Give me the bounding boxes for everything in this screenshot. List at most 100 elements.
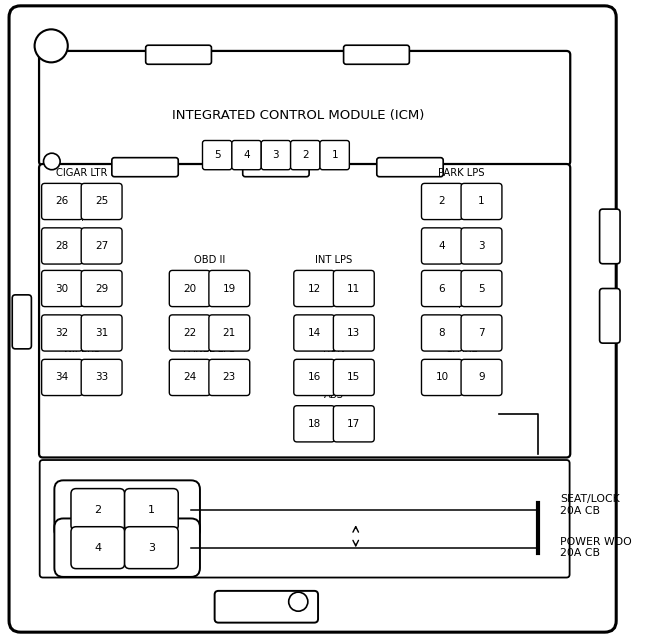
Text: A/C: A/C [453, 299, 470, 309]
FancyBboxPatch shape [125, 489, 178, 531]
FancyBboxPatch shape [461, 359, 502, 396]
Text: 25: 25 [95, 197, 109, 207]
Text: ACC: ACC [72, 299, 92, 309]
Text: SPARE: SPARE [194, 299, 226, 309]
FancyBboxPatch shape [146, 45, 211, 64]
FancyBboxPatch shape [461, 183, 502, 219]
FancyBboxPatch shape [461, 271, 502, 307]
Text: POWER WDO
20A CB: POWER WDO 20A CB [560, 537, 632, 558]
FancyBboxPatch shape [169, 315, 210, 351]
Text: 34: 34 [55, 373, 69, 382]
Text: 16: 16 [307, 373, 321, 382]
Text: TURN SIG: TURN SIG [310, 299, 358, 309]
Text: 4: 4 [243, 150, 250, 160]
Text: 29: 29 [95, 283, 109, 293]
FancyBboxPatch shape [55, 480, 200, 538]
Text: 5: 5 [214, 150, 220, 160]
FancyBboxPatch shape [333, 315, 374, 351]
Text: 13: 13 [347, 328, 361, 338]
FancyBboxPatch shape [461, 228, 502, 264]
Text: ABS: ABS [324, 390, 344, 400]
FancyBboxPatch shape [42, 271, 83, 307]
FancyBboxPatch shape [599, 209, 620, 263]
FancyBboxPatch shape [242, 158, 309, 177]
FancyBboxPatch shape [42, 183, 83, 219]
Text: 6: 6 [439, 283, 445, 293]
FancyBboxPatch shape [125, 527, 178, 568]
Circle shape [34, 29, 68, 63]
Text: 5: 5 [478, 283, 485, 293]
Text: 9: 9 [478, 373, 485, 382]
Text: 17: 17 [347, 419, 361, 429]
FancyBboxPatch shape [209, 359, 250, 396]
FancyBboxPatch shape [344, 45, 410, 64]
Text: INTEGRATED CONTROL MODULE (ICM): INTEGRATED CONTROL MODULE (ICM) [172, 109, 424, 122]
Text: 22: 22 [183, 328, 196, 338]
Text: 2: 2 [302, 150, 309, 160]
FancyBboxPatch shape [39, 51, 570, 165]
Text: 14: 14 [307, 328, 321, 338]
Text: SPARE: SPARE [446, 255, 478, 265]
FancyBboxPatch shape [377, 158, 443, 177]
Text: 20: 20 [183, 283, 196, 293]
FancyBboxPatch shape [421, 228, 462, 264]
FancyBboxPatch shape [421, 315, 462, 351]
Text: OBD II: OBD II [194, 255, 225, 265]
Text: 4: 4 [94, 543, 101, 553]
Text: 10: 10 [436, 373, 448, 382]
Text: 3: 3 [478, 241, 485, 251]
Text: 1: 1 [148, 505, 155, 515]
Text: 31: 31 [95, 328, 109, 338]
Text: 3: 3 [272, 150, 280, 160]
FancyBboxPatch shape [209, 271, 250, 307]
FancyBboxPatch shape [40, 460, 569, 577]
Text: 32: 32 [55, 328, 69, 338]
Text: PANEL LPS: PANEL LPS [183, 344, 236, 354]
FancyBboxPatch shape [169, 271, 210, 307]
Text: 18: 18 [307, 419, 321, 429]
Text: 24: 24 [183, 373, 196, 382]
FancyBboxPatch shape [333, 359, 374, 396]
FancyBboxPatch shape [12, 295, 31, 349]
FancyBboxPatch shape [71, 527, 125, 568]
FancyBboxPatch shape [261, 140, 291, 170]
FancyBboxPatch shape [9, 6, 616, 632]
FancyBboxPatch shape [421, 359, 462, 396]
Text: PARK LPS: PARK LPS [439, 168, 485, 178]
Text: 28: 28 [55, 241, 69, 251]
FancyBboxPatch shape [112, 158, 178, 177]
Text: 4: 4 [439, 241, 445, 251]
FancyBboxPatch shape [81, 183, 122, 219]
Text: CIGAR LTR: CIGAR LTR [56, 168, 107, 178]
Text: 11: 11 [347, 283, 361, 293]
FancyBboxPatch shape [169, 359, 210, 396]
FancyBboxPatch shape [320, 140, 349, 170]
Text: 33: 33 [95, 373, 109, 382]
Text: 8: 8 [439, 328, 445, 338]
FancyBboxPatch shape [461, 315, 502, 351]
Text: 15: 15 [347, 373, 361, 382]
Text: 12: 12 [307, 283, 321, 293]
FancyBboxPatch shape [203, 140, 232, 170]
FancyBboxPatch shape [81, 315, 122, 351]
Text: 23: 23 [223, 373, 236, 382]
FancyBboxPatch shape [39, 164, 570, 457]
FancyBboxPatch shape [42, 359, 83, 396]
Text: AIR BAG: AIR BAG [441, 212, 482, 223]
FancyBboxPatch shape [232, 140, 261, 170]
Text: WIPERS: WIPERS [63, 344, 101, 354]
Text: INT LPS: INT LPS [315, 255, 353, 265]
Text: CLUSTER: CLUSTER [60, 255, 104, 265]
FancyBboxPatch shape [42, 228, 83, 264]
FancyBboxPatch shape [421, 271, 462, 307]
Text: 21: 21 [223, 328, 236, 338]
FancyBboxPatch shape [209, 315, 250, 351]
Circle shape [44, 153, 60, 170]
FancyBboxPatch shape [294, 271, 335, 307]
Text: 27: 27 [95, 241, 109, 251]
FancyBboxPatch shape [71, 489, 125, 531]
FancyBboxPatch shape [81, 359, 122, 396]
FancyBboxPatch shape [333, 271, 374, 307]
Text: SEAT/LOCK
20A CB: SEAT/LOCK 20A CB [560, 494, 619, 516]
FancyBboxPatch shape [55, 519, 200, 577]
